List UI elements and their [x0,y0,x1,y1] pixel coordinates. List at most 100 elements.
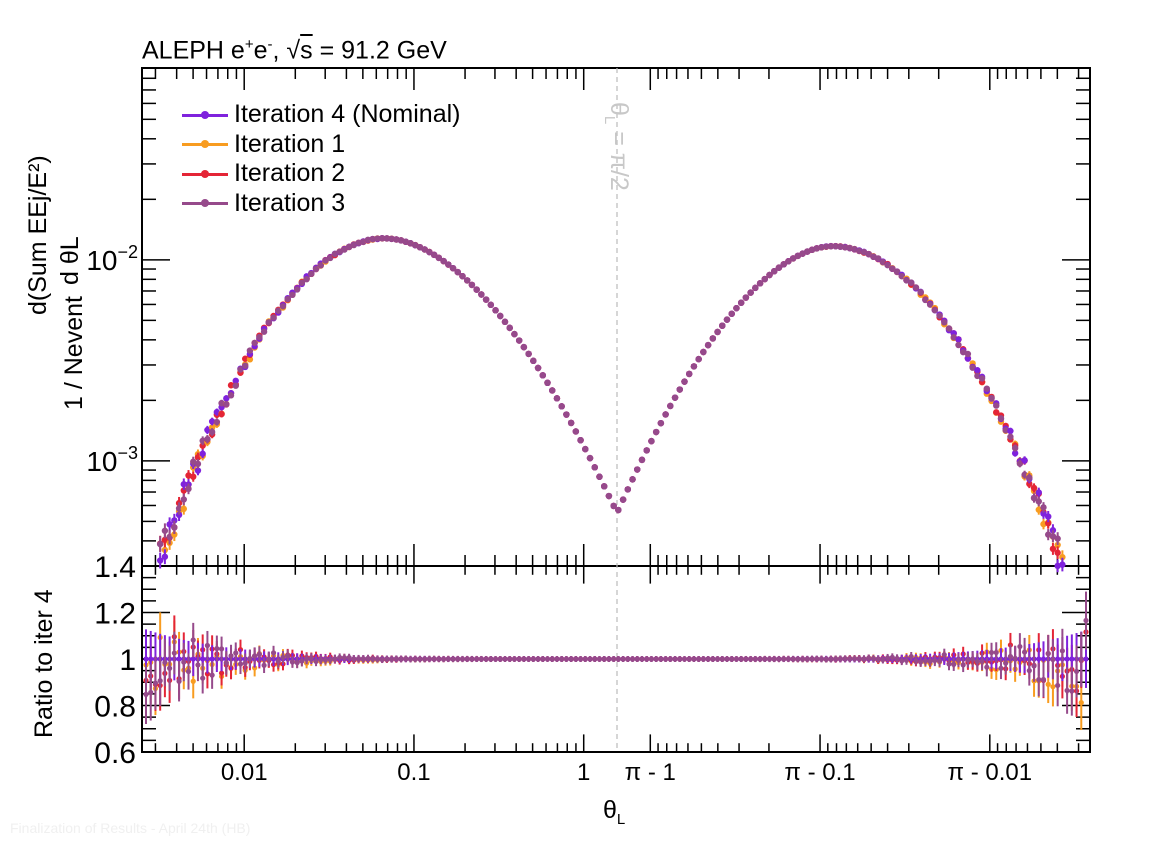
ratio-point [733,656,740,662]
data-point [993,402,1000,409]
ratio-point [809,656,815,662]
data-point [534,364,542,372]
data-point [241,362,249,369]
ratio-point [478,656,484,662]
data-point [728,310,735,317]
ratio-point [748,656,754,662]
data-point [1049,533,1057,540]
data-point [180,505,187,513]
ratio-point [766,656,773,662]
tick-labels: 0.01 0.1 1 π - 1 π - 0.1 π - 0.01 1.4 1.2 1 0.8 0.… [86,242,1032,786]
ratio-point [941,652,947,658]
ratio-point [412,656,418,662]
ratio-point [743,656,749,662]
data-point [256,333,263,341]
data-point [1021,457,1028,464]
ratio-point [313,658,319,664]
ratio-point [346,655,352,661]
ratio-point [955,657,962,663]
data-point [567,419,575,427]
ratio-point [474,656,480,662]
ratio-point [389,656,395,662]
ratio-point [644,656,650,662]
ratio-point [190,678,196,684]
ratio-point [771,656,777,662]
ratio-point [866,655,872,661]
data-point [175,505,183,512]
ratio-point [861,656,867,662]
data-point [634,466,641,473]
ratio-point [1036,656,1042,662]
x-tick-label: 0.1 [397,759,430,786]
data-point [756,280,764,287]
data-point [1030,494,1038,502]
ratio-point [280,654,286,660]
data-point [468,281,476,289]
data-point [312,265,320,273]
ratio-point [440,656,447,662]
data-point [969,364,976,371]
data-point [279,303,287,310]
data-point [766,271,773,279]
data-point [171,531,178,538]
ratio-point [341,655,347,661]
data-point [520,343,528,351]
ratio-point [242,660,248,666]
ratio-point [143,656,149,662]
ratio-point [885,655,891,661]
data-point [208,418,216,425]
distribution-series [156,235,1066,573]
data-point [1049,527,1057,534]
legend-item: Iteration 1 [182,130,460,160]
ratio-point [516,656,522,662]
data-point [889,265,896,272]
ratio-point [1055,656,1061,662]
top-y-axis-label: 1 / Nevent d(Sum EEj/E²) d θL [24,155,88,410]
ratio-point [648,656,655,662]
data-point [884,261,891,269]
data-point [430,251,438,259]
ratio-point [1073,668,1080,675]
data-point [549,387,556,394]
ratio-point [932,657,938,664]
ratio-point [497,656,503,662]
ratio-point [1050,656,1056,663]
legend-swatch [182,192,228,214]
ratio-point [455,656,461,662]
data-point [374,235,381,242]
data-point [719,322,726,329]
ratio-point [374,656,381,662]
ratio-point [611,656,617,662]
data-point [199,450,206,457]
data-point [327,254,334,262]
data-point [789,255,797,262]
ratio-point [927,658,933,664]
data-point [577,436,584,444]
data-point [610,502,617,510]
ratio-point [218,670,225,676]
ratio-point [289,659,296,665]
ratio-point [403,656,409,662]
data-point [1054,535,1061,542]
ratio-point [889,654,895,660]
data-point [194,460,202,468]
ratio-point [157,678,163,684]
ratio-point [181,659,187,665]
data-point [293,286,301,293]
ratio-point [176,678,182,684]
ratio-point [252,653,258,659]
ratio-point [351,656,357,662]
ratio-point [308,655,314,661]
ratio-point [1078,656,1084,662]
x-axis-label: θL [603,796,626,828]
data-point [945,325,953,332]
data-point [747,289,754,296]
data-point [275,307,282,314]
data-point [246,347,254,354]
data-point [492,307,499,314]
data-point [383,235,391,242]
ratio-point [1040,656,1047,662]
ratio-point [672,656,678,662]
data-point [917,288,924,296]
legend-item: Iteration 3 [182,189,460,219]
